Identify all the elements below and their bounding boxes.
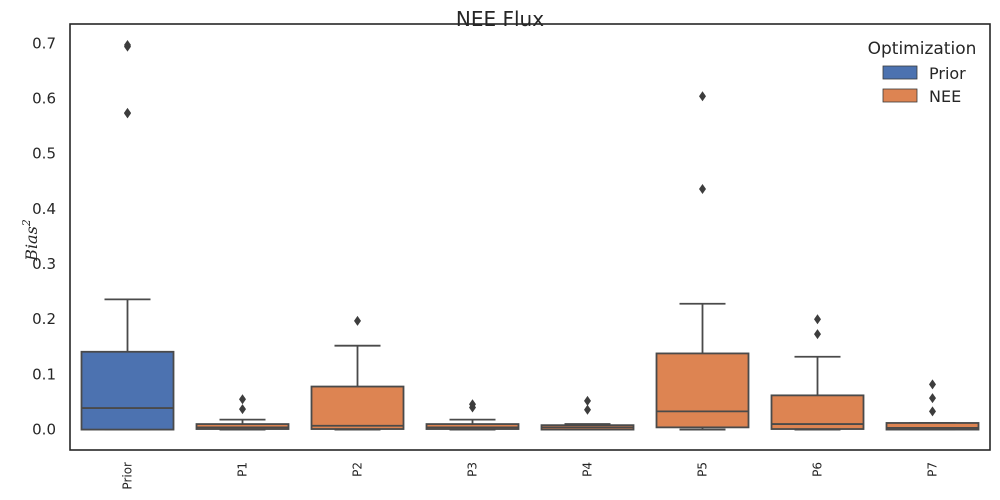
y-tick-labels: 0.0 0.1 0.2 0.3 0.4 0.5 0.6 0.7 xyxy=(32,34,56,438)
x-tick-label: P2 xyxy=(351,462,365,477)
box-body xyxy=(885,422,980,431)
y-tick-label: 0.6 xyxy=(32,89,56,107)
x-tick-label: Prior xyxy=(121,462,135,490)
outlier-point xyxy=(814,314,821,325)
outlier-point xyxy=(584,395,591,406)
legend-label-nee: NEE xyxy=(929,87,961,106)
y-tick-label: 0.7 xyxy=(32,34,56,52)
outlier-point xyxy=(699,183,706,194)
legend-label-prior: Prior xyxy=(929,64,966,83)
y-tick-label: 0.0 xyxy=(32,421,56,439)
outlier-point xyxy=(929,406,936,417)
x-tick-label: P4 xyxy=(581,462,595,477)
y-axis-label-exponent: 2 xyxy=(20,219,33,227)
outlier-point xyxy=(239,404,246,415)
x-tick-label: P1 xyxy=(236,462,250,477)
chart-title: NEE Flux xyxy=(456,7,544,31)
y-tick-label: 0.5 xyxy=(32,145,56,163)
box-p1 xyxy=(195,394,290,431)
y-tick-label: 0.3 xyxy=(32,255,56,273)
legend-swatch-prior xyxy=(882,65,918,80)
box-p5 xyxy=(655,91,750,431)
x-tick-label: P7 xyxy=(926,462,940,477)
box-p7 xyxy=(885,379,980,431)
box-p4 xyxy=(540,395,635,431)
outlier-point xyxy=(814,329,821,340)
x-tick-label: P3 xyxy=(466,462,480,477)
legend-swatch-nee xyxy=(882,88,918,103)
x-tick-label: P6 xyxy=(811,462,825,477)
box-body xyxy=(310,385,405,430)
axes-frame xyxy=(69,23,991,451)
outlier-point xyxy=(124,107,131,118)
outlier-point xyxy=(124,39,131,50)
plot-area xyxy=(80,39,980,431)
legend: Optimization Prior NEE xyxy=(868,39,977,106)
outlier-point xyxy=(929,393,936,404)
outlier-point xyxy=(239,394,246,405)
y-axis-label-base: Bias xyxy=(22,226,41,262)
outlier-point xyxy=(929,379,936,390)
x-tick-label: P5 xyxy=(696,462,710,477)
outlier-point xyxy=(699,91,706,102)
y-tick-label: 0.4 xyxy=(32,200,56,218)
y-tick-label: 0.1 xyxy=(32,365,56,383)
y-axis-label: Bias2 xyxy=(20,219,41,262)
box-p2 xyxy=(310,315,405,431)
legend-title: Optimization xyxy=(868,39,977,59)
box-p6 xyxy=(770,314,865,431)
box-body xyxy=(655,352,750,429)
box-body xyxy=(80,350,175,431)
box-prior xyxy=(80,39,175,431)
x-tick-labels: Prior P1 P2 P3 P4 P5 P6 P7 xyxy=(121,462,940,490)
y-tick-label: 0.2 xyxy=(32,310,56,328)
outlier-point xyxy=(354,315,361,326)
box-p3 xyxy=(425,399,520,431)
outlier-point xyxy=(584,404,591,415)
outlier-point xyxy=(469,399,476,410)
